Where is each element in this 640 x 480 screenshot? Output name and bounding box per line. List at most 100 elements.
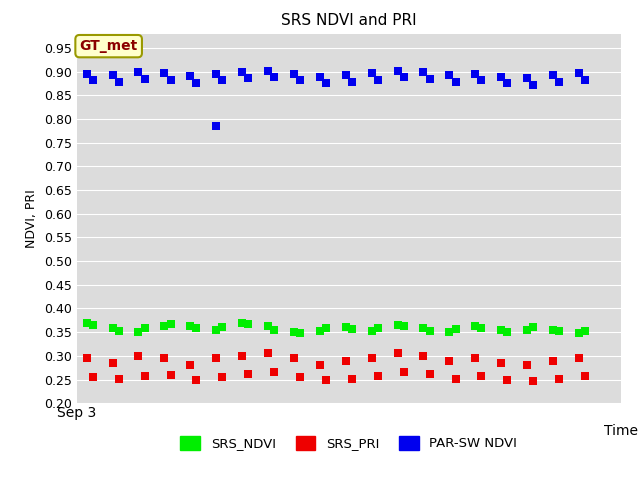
Point	[185, 72, 195, 80]
Point	[372, 324, 383, 332]
Point	[573, 329, 584, 337]
Point	[347, 325, 357, 333]
Point	[496, 73, 506, 81]
Point	[347, 375, 357, 383]
Point	[133, 69, 143, 76]
Point	[548, 357, 558, 364]
Point	[502, 328, 513, 336]
Point	[554, 327, 564, 335]
Point	[424, 75, 435, 83]
Point	[211, 122, 221, 130]
Point	[340, 324, 351, 331]
Point	[237, 352, 247, 360]
Point	[528, 324, 538, 331]
Point	[140, 324, 150, 332]
Point	[289, 328, 299, 336]
Point	[237, 319, 247, 326]
Point	[166, 371, 176, 379]
Point	[263, 349, 273, 357]
Point	[554, 78, 564, 86]
Point	[502, 80, 513, 87]
Point	[451, 325, 461, 333]
Point	[159, 322, 170, 330]
Point	[191, 79, 202, 87]
Point	[548, 326, 558, 334]
Point	[315, 361, 325, 369]
Point	[476, 372, 486, 380]
Point	[133, 328, 143, 336]
Point	[295, 76, 305, 84]
Point	[133, 352, 143, 360]
Point	[340, 72, 351, 79]
Point	[444, 328, 454, 336]
Point	[289, 70, 299, 78]
Point	[166, 320, 176, 327]
Point	[367, 327, 377, 335]
Point	[217, 373, 227, 381]
Point	[470, 70, 481, 78]
Point	[367, 354, 377, 362]
Point	[140, 372, 150, 380]
Point	[419, 69, 429, 76]
X-axis label: Time: Time	[604, 423, 638, 438]
Point	[444, 357, 454, 364]
Point	[108, 72, 118, 79]
Point	[451, 78, 461, 86]
Point	[372, 372, 383, 380]
Point	[269, 369, 279, 376]
Point	[108, 359, 118, 367]
Point	[522, 361, 532, 369]
Point	[321, 80, 331, 87]
Point	[217, 324, 227, 331]
Point	[476, 76, 486, 84]
Point	[81, 354, 92, 362]
Point	[114, 78, 124, 86]
Point	[470, 354, 481, 362]
Point	[476, 324, 486, 332]
Point	[263, 323, 273, 330]
Point	[321, 377, 331, 384]
Point	[88, 321, 98, 329]
Point	[114, 375, 124, 383]
Point	[295, 373, 305, 381]
Point	[399, 323, 409, 330]
Point	[159, 70, 170, 77]
Text: GT_met: GT_met	[79, 39, 138, 53]
Point	[470, 323, 481, 330]
Point	[573, 354, 584, 362]
Point	[315, 73, 325, 81]
Point	[243, 320, 253, 327]
Point	[185, 361, 195, 369]
Point	[392, 67, 403, 74]
Point	[295, 329, 305, 337]
Point	[496, 359, 506, 367]
Y-axis label: NDVI, PRI: NDVI, PRI	[26, 189, 38, 248]
Point	[548, 72, 558, 79]
Point	[392, 321, 403, 329]
Point	[211, 354, 221, 362]
Point	[451, 375, 461, 383]
Point	[392, 349, 403, 357]
Point	[580, 372, 590, 380]
Point	[444, 72, 454, 79]
Point	[419, 352, 429, 360]
Point	[347, 78, 357, 86]
Point	[243, 370, 253, 378]
Point	[573, 70, 584, 77]
Point	[554, 375, 564, 383]
Point	[88, 76, 98, 84]
Point	[211, 70, 221, 78]
Point	[580, 76, 590, 84]
Point	[522, 326, 532, 334]
Point	[496, 326, 506, 334]
Point	[237, 68, 247, 75]
Point	[289, 354, 299, 362]
Point	[528, 81, 538, 89]
Point	[372, 76, 383, 84]
Point	[399, 73, 409, 81]
Point	[263, 67, 273, 74]
Point	[502, 376, 513, 384]
Point	[367, 70, 377, 77]
Point	[211, 326, 221, 334]
Point	[399, 369, 409, 376]
